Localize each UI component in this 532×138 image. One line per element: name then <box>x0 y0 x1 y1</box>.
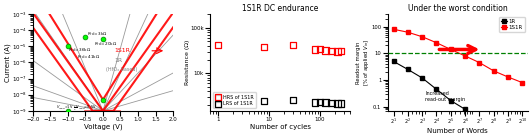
Text: $R_{ref}$=20k$\Omega$: $R_{ref}$=20k$\Omega$ <box>94 40 117 48</box>
1S1R <box>462 55 468 57</box>
1R <box>433 88 439 90</box>
1R <box>462 108 468 110</box>
Text: $R_{ref}$=3k$\Omega$: $R_{ref}$=3k$\Omega$ <box>87 31 107 38</box>
HRS of 1S1R <box>311 49 319 51</box>
LRS of 1S1R <box>311 101 319 104</box>
X-axis label: Number of Words: Number of Words <box>427 128 488 134</box>
Text: $V_{read}$=1V  $\frac{1}{2}V_{read}$=0.5V: $V_{read}$=1V $\frac{1}{2}V_{read}$=0.5V <box>56 104 96 113</box>
1R <box>447 100 454 101</box>
Y-axis label: Readout margin
[% of applied $V_{in}$]: Readout margin [% of applied $V_{in}$] <box>356 39 371 86</box>
1S1R <box>390 28 397 30</box>
Legend: HRS of 1S1R, LRS of 1S1R: HRS of 1S1R, LRS of 1S1R <box>213 92 256 108</box>
Point <box>81 36 90 39</box>
LRS of 1S1R <box>337 102 345 104</box>
HRS of 1S1R <box>337 50 345 52</box>
LRS of 1S1R <box>289 99 297 101</box>
1S1R <box>447 49 454 50</box>
HRS of 1S1R <box>321 49 330 51</box>
1S1R <box>505 76 511 78</box>
Point <box>99 99 107 101</box>
1S1R <box>491 70 497 72</box>
Text: $R_{ref}$=41k$\Omega$: $R_{ref}$=41k$\Omega$ <box>77 53 99 61</box>
1R <box>419 77 426 79</box>
Point <box>64 45 72 47</box>
Y-axis label: Resistance (Ω): Resistance (Ω) <box>185 40 190 85</box>
Y-axis label: Current (A): Current (A) <box>4 43 11 82</box>
LRS of 1S1R <box>327 102 336 104</box>
Line: 1R: 1R <box>392 60 467 111</box>
HRS of 1S1R <box>214 44 222 46</box>
LRS of 1S1R <box>260 100 268 102</box>
1S1R <box>419 36 426 38</box>
HRS of 1S1R <box>260 46 268 48</box>
HRS of 1S1R <box>333 50 342 53</box>
Text: (HfOₓ based): (HfOₓ based) <box>106 67 137 72</box>
Point <box>99 37 107 40</box>
Point <box>64 110 72 112</box>
1S1R <box>476 62 483 63</box>
1R <box>405 69 411 70</box>
HRS of 1S1R <box>289 44 297 46</box>
X-axis label: Number of cycles: Number of cycles <box>250 124 311 130</box>
1S1R <box>519 82 526 83</box>
HRS of 1S1R <box>327 50 336 52</box>
LRS of 1S1R <box>315 101 324 103</box>
Text: Increased
read-out margin: Increased read-out margin <box>425 91 465 102</box>
1S1R <box>433 42 439 44</box>
LRS of 1S1R <box>214 97 222 100</box>
Title: 1S1R DC endurance: 1S1R DC endurance <box>242 4 319 13</box>
1S1R <box>405 31 411 33</box>
Text: $R_{ref}$=36k$\Omega$: $R_{ref}$=36k$\Omega$ <box>68 46 91 54</box>
Text: 1S1R: 1S1R <box>114 48 130 53</box>
Legend: 1R, 1S1R: 1R, 1S1R <box>499 17 525 32</box>
HRS of 1S1R <box>315 48 324 50</box>
LRS of 1S1R <box>321 101 330 104</box>
Line: 1S1R: 1S1R <box>392 28 524 84</box>
X-axis label: Voltage (V): Voltage (V) <box>84 124 122 130</box>
1R <box>390 61 397 62</box>
Text: 1R: 1R <box>114 58 122 63</box>
Title: Under the worst condition: Under the worst condition <box>408 4 508 13</box>
LRS of 1S1R <box>333 102 342 104</box>
